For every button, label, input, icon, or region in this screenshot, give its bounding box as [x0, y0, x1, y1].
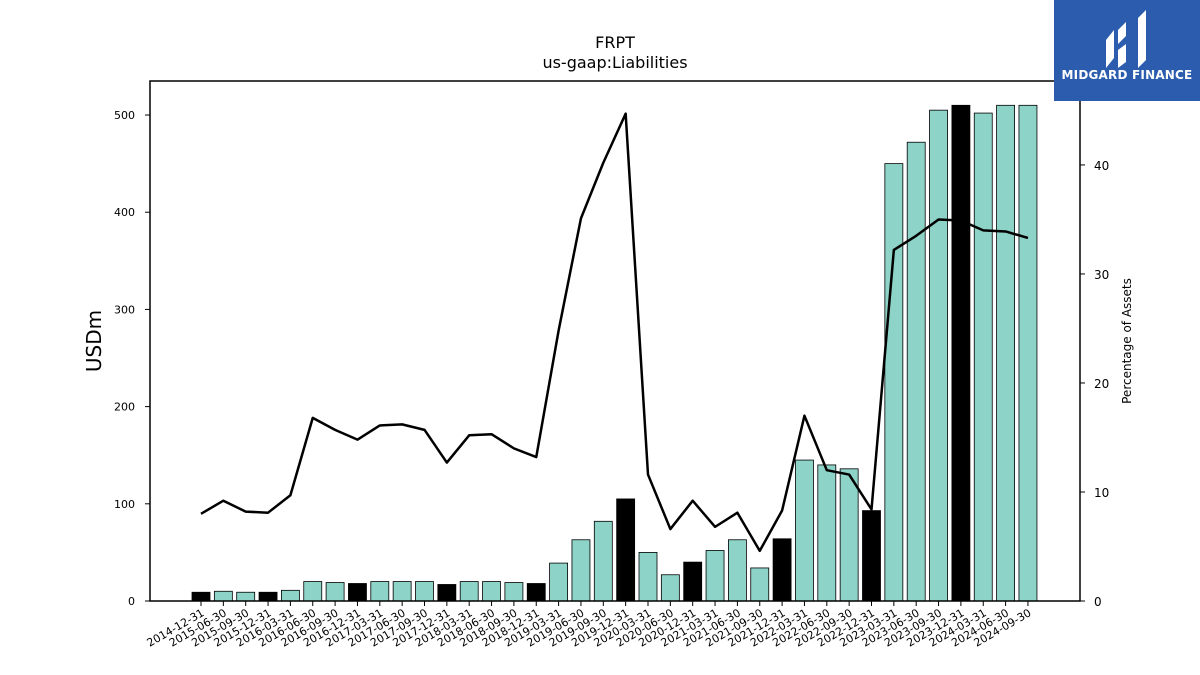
bar-2016-06-30 — [303, 581, 323, 602]
y2-tick-label: 10 — [1094, 486, 1109, 500]
plot-frame — [149, 80, 1081, 602]
chart-subtitle: us-gaap:Liabilities — [542, 53, 687, 72]
bar-2024-09-30 — [1018, 104, 1038, 602]
bar-2020-12-31 — [683, 561, 703, 602]
logo-mark-icon — [1106, 10, 1146, 68]
axes-layer: 01002003004005000102030402014-12-312015-… — [114, 80, 1109, 650]
bar-2018-12-31 — [526, 583, 546, 602]
bar-2016-12-31 — [348, 583, 367, 602]
bar-2019-03-31 — [549, 562, 568, 602]
bar-2020-03-31 — [638, 552, 658, 602]
bar-2024-06-30 — [996, 104, 1015, 602]
bar-2017-09-30 — [415, 581, 434, 602]
percentage-line — [200, 112, 1029, 553]
bar-2018-09-30 — [504, 582, 524, 602]
y2-tick-label: 30 — [1094, 268, 1109, 282]
bar-2023-09-30 — [929, 109, 948, 602]
bar-2016-03-31 — [280, 589, 300, 602]
bar-2020-06-30 — [660, 574, 680, 602]
y-tick-label: 300 — [114, 303, 135, 316]
bar-2019-09-30 — [593, 520, 613, 602]
bar-2022-03-31 — [795, 459, 814, 602]
y-tick-label: 500 — [114, 109, 135, 122]
y2-axis-label: Percentage of Assets — [1120, 278, 1134, 404]
bar-2017-06-30 — [392, 581, 412, 602]
y-tick-label: 0 — [128, 595, 135, 608]
bar-2022-06-30 — [817, 464, 837, 602]
y-tick-label: 400 — [114, 206, 135, 219]
bar-2018-06-30 — [482, 581, 501, 602]
bar-2022-09-30 — [839, 468, 859, 602]
bar-2022-12-31 — [862, 510, 881, 602]
y-axis-label: USDm — [82, 310, 106, 372]
bar-2017-12-31 — [437, 584, 457, 602]
bar-2023-12-31 — [951, 104, 971, 602]
midgard-logo: MIDGARD FINANCE — [1054, 0, 1200, 101]
bar-2024-03-31 — [973, 112, 993, 602]
logo-text: MIDGARD FINANCE — [1061, 68, 1193, 82]
line-layer — [200, 112, 1029, 553]
y2-tick-label: 40 — [1094, 159, 1109, 173]
bar-2019-06-30 — [571, 539, 591, 602]
bar-2017-03-31 — [370, 581, 390, 602]
bar-2021-09-30 — [750, 567, 770, 602]
bar-2015-06-30 — [213, 590, 233, 602]
bar-2018-03-31 — [459, 581, 479, 602]
y-tick-label: 200 — [114, 401, 135, 414]
bar-2021-06-30 — [728, 539, 747, 602]
bar-2023-03-31 — [884, 163, 904, 602]
chart-title: FRPT — [595, 33, 635, 52]
bar-2015-09-30 — [236, 591, 256, 602]
bar-2021-12-31 — [772, 538, 792, 602]
bars-layer — [191, 104, 1038, 602]
bar-2023-06-30 — [906, 141, 926, 602]
bar-2021-03-31 — [705, 550, 725, 602]
bar-2015-12-31 — [258, 591, 278, 602]
bar-2016-09-30 — [325, 582, 345, 602]
y2-tick-label: 20 — [1094, 377, 1109, 391]
y2-tick-label: 0 — [1094, 595, 1102, 609]
bar-2019-12-31 — [616, 498, 636, 602]
bar-2014-12-31 — [191, 591, 211, 602]
y-tick-label: 100 — [114, 498, 135, 511]
